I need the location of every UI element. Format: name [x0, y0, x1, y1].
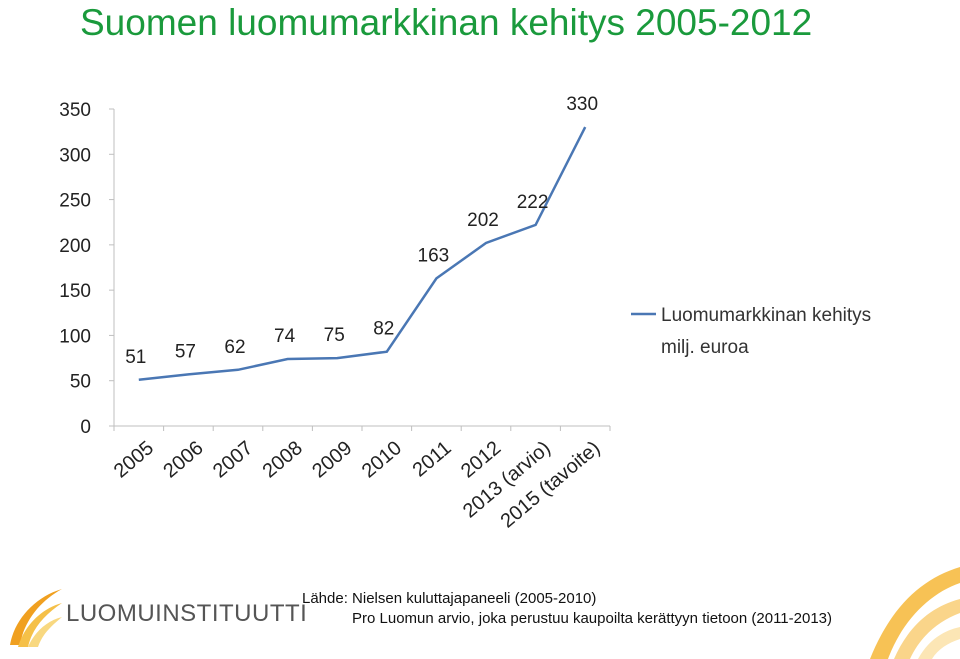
y-tick-label: 50 [70, 372, 91, 393]
data-label: 330 [566, 94, 598, 115]
data-label: 82 [373, 319, 394, 340]
logo-text: LUOMUINSTITUUTTI [66, 600, 308, 627]
x-tick-label: 2006 [159, 437, 207, 482]
y-tick-labels: 0 50 100 150 200 250 300 350 [59, 100, 91, 438]
source-line-1: Lähde: Nielsen kuluttajapaneeli (2005-20… [302, 590, 597, 607]
x-tick-label: 2007 [209, 437, 257, 482]
data-label: 74 [274, 326, 296, 347]
legend-label-line1: Luomumarkkinan kehitys [661, 305, 871, 326]
y-tick-label: 200 [59, 236, 91, 257]
decorative-corner-swirl [870, 567, 960, 659]
y-tick-label: 0 [80, 417, 91, 438]
x-tick-label: 2009 [308, 437, 356, 482]
y-tick-label: 150 [59, 281, 91, 302]
y-tick-label: 300 [59, 145, 91, 166]
data-label: 202 [467, 210, 499, 231]
data-label: 163 [418, 245, 450, 266]
data-label: 62 [224, 337, 245, 358]
x-tick-label: 2010 [358, 437, 406, 482]
chart-title: Suomen luomumarkkinan kehitys 2005-2012 [80, 2, 813, 43]
x-tick-label: 2005 [110, 437, 158, 482]
data-label: 75 [324, 325, 345, 346]
y-tick-label: 250 [59, 191, 91, 212]
leaf-swirl-icon [10, 589, 62, 647]
data-labels: 51 57 62 74 75 82 163 202 222 330 [125, 94, 598, 368]
y-tick-label: 350 [59, 100, 91, 121]
legend: Luomumarkkinan kehitys milj. euroa [631, 305, 871, 358]
x-tick-label: 2011 [409, 437, 456, 482]
data-label: 51 [125, 347, 146, 368]
legend-label-line2: milj. euroa [661, 337, 749, 358]
data-label: 222 [517, 192, 549, 213]
source-note: Lähde: Nielsen kuluttajapaneeli (2005-20… [302, 589, 832, 629]
data-label: 57 [175, 341, 196, 362]
chart-axes [109, 108, 611, 431]
y-tick-label: 100 [59, 326, 91, 347]
series-line [138, 126, 587, 382]
source-line-2: Pro Luomun arvio, joka perustuu kaupoilt… [352, 610, 833, 627]
x-tick-label: 2008 [259, 437, 307, 482]
